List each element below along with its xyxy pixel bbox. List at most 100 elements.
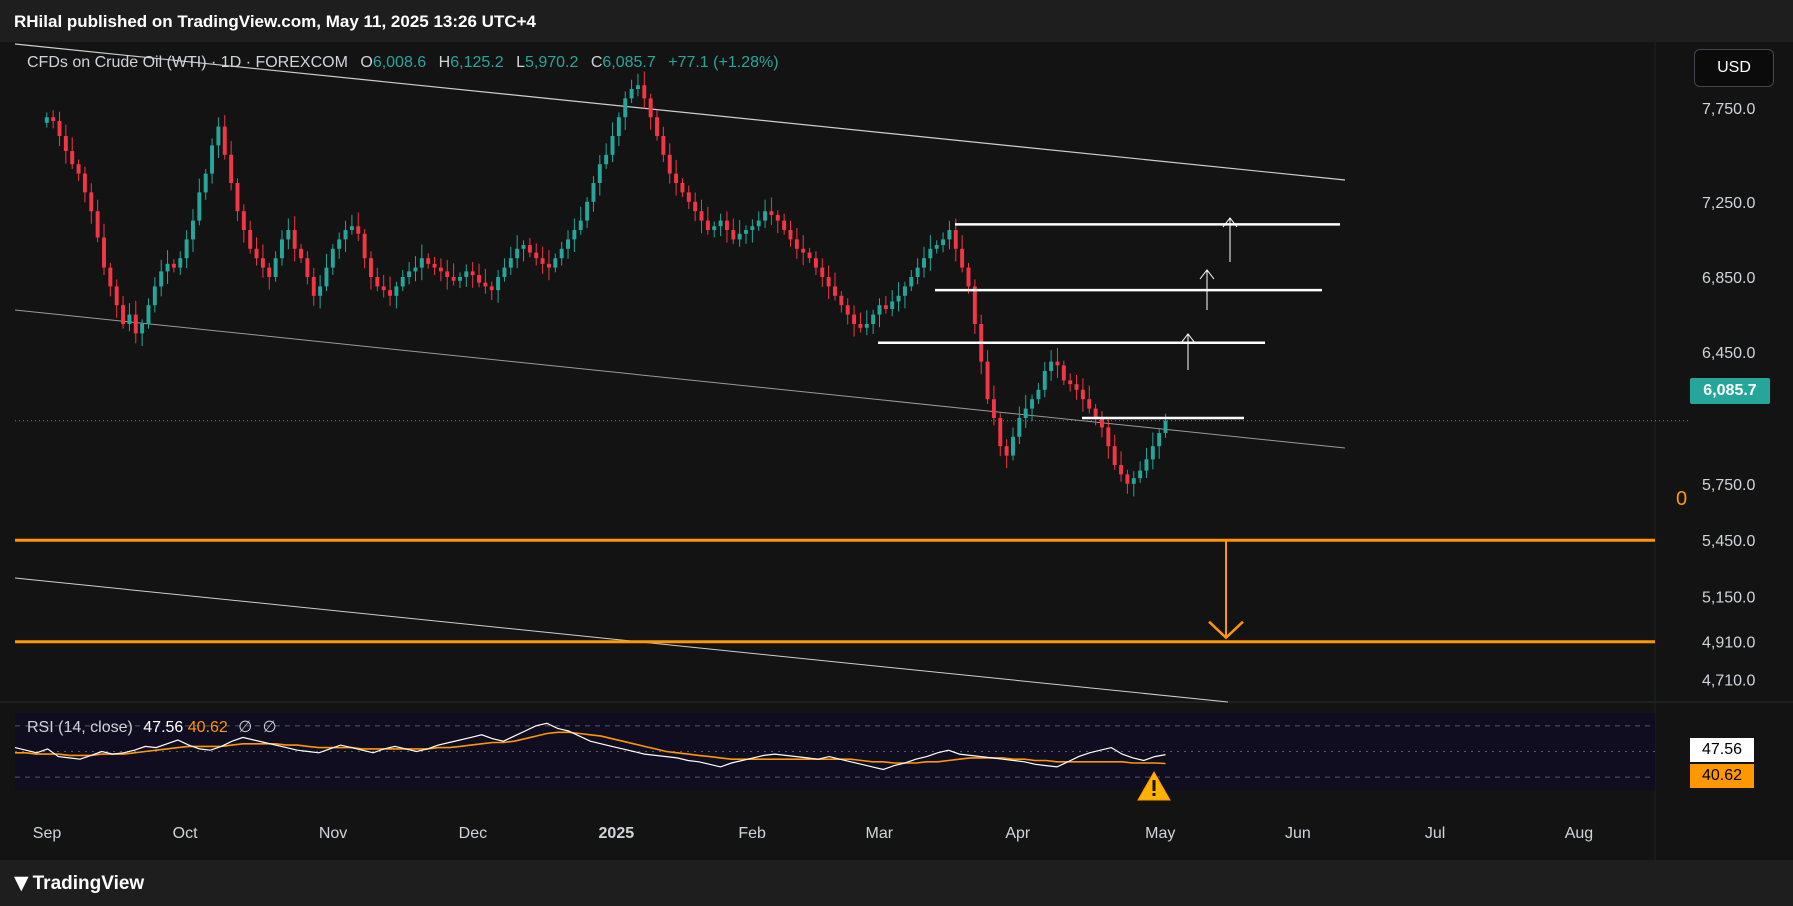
candle-body [57,120,62,136]
candle-body [629,89,634,99]
candle-body [1004,446,1009,456]
candle-body [890,301,895,309]
candle-body [597,164,602,183]
x-tick-label: 2025 [599,825,635,842]
candle-body [1100,418,1104,428]
candle-body [877,305,882,315]
candle-body [521,245,526,249]
x-tick-label: Apr [1005,825,1031,842]
candle-body [782,220,787,230]
candle-body [1125,474,1130,484]
candle-body [1030,399,1035,409]
candle-body [152,286,157,306]
up-arrow-1-head [1180,333,1196,344]
candle-body [508,258,513,268]
candle-body [794,239,799,249]
candle-body [648,98,653,118]
candle-body [909,277,914,287]
middle-channel-line [14,309,1346,449]
candle-body [305,258,310,277]
candle-body [76,164,81,174]
y-tick-label: 5,450.0 [1702,533,1755,550]
candle-body [731,230,736,240]
candle-body [114,286,119,306]
candle-body [820,267,825,277]
candle-body [1036,389,1041,400]
candle-body [896,295,901,302]
candle-body [419,258,424,268]
candle-body [591,183,596,202]
rsi-legend: RSI (14, close) 47.56 40.62 ∅ ∅ [27,717,277,737]
candle-body [699,211,704,221]
candle-body [845,305,850,315]
candle-body [947,230,952,240]
candle-body [540,258,545,264]
candle-body [763,211,768,221]
candle-body [1093,408,1098,418]
x-tick-label: Aug [1565,825,1593,842]
candle-body [159,271,164,287]
open-value: 6,008.6 [372,54,427,71]
candle-body [826,277,831,287]
candle-body [502,267,507,277]
y-tick-label: 5,150.0 [1702,590,1755,607]
y-tick-label: 4,910.0 [1702,635,1755,652]
close-value: 6,085.7 [602,54,656,71]
candle-body [483,282,488,287]
candle-body [572,230,577,240]
candle-body [178,258,183,268]
candle-body [515,248,520,259]
candle-body [388,290,393,296]
candle-body [534,252,539,259]
footer-bar: ▼ TradingView [0,860,1793,906]
candle-body [769,211,774,215]
candle-body [451,277,456,281]
candle-body [70,151,75,165]
tradingview-brand: TradingView [32,873,145,894]
candle-body [356,226,361,234]
change-value: +77.1 (+1.28%) [668,54,779,71]
candle-body [1068,380,1073,385]
candle-body [127,314,132,324]
currency-button[interactable]: USD [1694,49,1774,87]
candle-body [362,233,367,259]
candle-body [299,248,304,259]
candle-body [426,258,431,264]
tradingview-logo[interactable]: ▼ TradingView [14,872,144,895]
candle-body [337,239,342,249]
candle-body [833,286,837,296]
candle-body [464,271,469,277]
y-tick-label: 4,710.0 [1702,672,1755,689]
candle-body [44,117,49,123]
candle-body [712,226,717,230]
candle-body [546,263,551,268]
candle-body [222,126,227,155]
candle-body [241,211,246,230]
candle-body [928,248,933,259]
candle-body [413,267,418,272]
candle-body [807,252,812,259]
low-value: 5,970.2 [524,54,579,71]
candle-body [635,85,640,89]
candle-body [133,314,138,334]
candle-body [1138,470,1143,479]
candle-body [674,173,679,183]
candle-body [216,126,221,146]
upper-channel-line [14,43,1346,181]
candle-body [1119,465,1124,475]
candle-body [1080,389,1085,400]
candle-body [394,286,399,296]
candle-body [324,267,329,287]
x-tick-label: Oct [173,825,198,842]
x-tick-label: Jul [1425,825,1445,842]
candle-body [902,286,907,296]
candle-body [63,136,68,152]
candle-body [680,183,685,193]
candle-body [470,271,475,276]
x-tick-label: Jun [1285,825,1311,842]
open-label: O [360,54,373,71]
candle-body [553,258,558,268]
candle-body [318,286,323,296]
candle-body [368,258,373,277]
